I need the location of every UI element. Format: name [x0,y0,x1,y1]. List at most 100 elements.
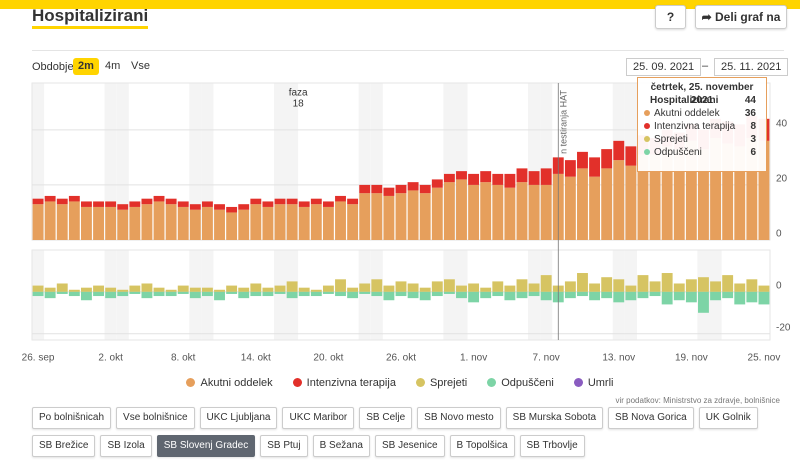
bar [516,168,528,183]
bar [201,291,213,297]
bar [105,287,117,292]
bar [649,281,661,292]
bar [540,291,552,301]
hospital-button[interactable]: SB Jesenice [374,435,445,457]
bar [262,206,274,240]
hospital-button[interactable]: SB Izola [100,435,152,457]
date-to[interactable]: 25. 11. 2021 [714,58,789,76]
bar [226,206,238,213]
hospital-button[interactable]: SB Murska Sobota [505,407,604,429]
hospital-button[interactable]: B Sežana [312,435,370,457]
date-separator: – [702,60,709,72]
bar [165,289,177,292]
hospital-button[interactable]: B Topolšica [449,435,515,457]
bar [564,160,576,177]
bar [165,291,177,297]
hospital-button[interactable]: UKC Ljubljana [199,407,278,429]
bar [722,143,734,240]
hospital-button[interactable]: Vse bolnišnice [116,407,195,429]
period-button[interactable]: 4m [105,60,121,72]
bar [56,204,68,240]
bar [298,291,310,297]
bar [431,179,443,188]
bar [44,291,56,299]
bar [359,193,371,240]
bar [577,151,588,169]
tooltip-value: 8 [750,121,756,132]
hospital-button[interactable]: UK Golnik [698,407,758,429]
tooltip-total-value: 44 [744,95,756,106]
help-button[interactable]: ? [655,5,686,29]
bar [214,209,225,240]
legend: Akutni oddelek Intenzivna terapija Sprejet… [0,377,800,389]
hospital-button[interactable]: SB Novo mesto [417,407,501,429]
bar [44,195,56,202]
bar [383,187,395,196]
share-button[interactable]: ➦ Deli graf na [695,5,787,29]
legend-label: Odpuščeni [501,377,554,389]
hospital-button[interactable]: SB Ptuj [260,435,308,457]
bar [189,287,201,292]
bar [32,204,44,240]
bar [564,176,576,240]
legend-label: Sprejeti [429,377,468,389]
hospital-button[interactable]: SB Slovenj Gradec [156,435,256,457]
bar [371,279,383,292]
bar [286,198,298,205]
x-tick-label: 19. nov [675,353,708,364]
tooltip-label: Sprejeti [654,134,688,145]
bar [80,201,92,207]
bar [431,291,443,297]
legend-swatch [415,378,425,387]
hospital-button[interactable]: Po bolnišnicah [32,407,112,429]
bar [589,291,601,301]
bar [673,291,685,301]
bar [359,184,371,194]
tooltip-label: Akutni oddelek [654,108,720,119]
bar [93,206,104,240]
bar [286,281,298,292]
bar [577,168,588,240]
bar [528,171,540,185]
period-button[interactable]: 2m [73,58,99,75]
divider [32,50,784,51]
hospital-button[interactable]: UKC Maribor [282,407,355,429]
bar [746,291,758,303]
legend-item: Akutni oddelek [186,377,273,389]
bar [395,193,407,240]
bar [310,198,322,205]
bar [153,291,165,297]
date-from[interactable]: 25. 09. 2021 [626,58,702,76]
x-tick-label: 1. nov [460,353,487,364]
bar [613,291,625,303]
bar [407,182,419,191]
tooltip-value: 6 [750,147,756,158]
bar [625,165,637,240]
bar [117,204,129,210]
bar [528,184,540,240]
bar [68,289,80,292]
hospital-button[interactable]: SB Nova Gorica [608,407,694,429]
weekend-band [358,250,371,340]
bar [68,201,80,240]
hospital-button[interactable]: SB Celje [359,407,413,429]
hospital-button[interactable]: SB Trbovlje [519,435,585,457]
bar [649,291,661,297]
bar [722,291,734,299]
bar [613,279,625,292]
bar [685,140,697,240]
bar [250,283,262,292]
legend-swatch [292,378,302,387]
hospital-button[interactable]: SB Brežice [32,435,96,457]
bar [310,289,322,292]
bar [335,195,346,202]
y-tick-label: 40 [776,118,788,129]
bar [722,275,734,292]
bar [165,198,177,205]
bar [710,281,722,292]
bar [601,168,613,240]
period-button[interactable]: Vse [131,60,150,72]
bar [443,279,455,292]
period-label: Obdobje [32,61,74,73]
